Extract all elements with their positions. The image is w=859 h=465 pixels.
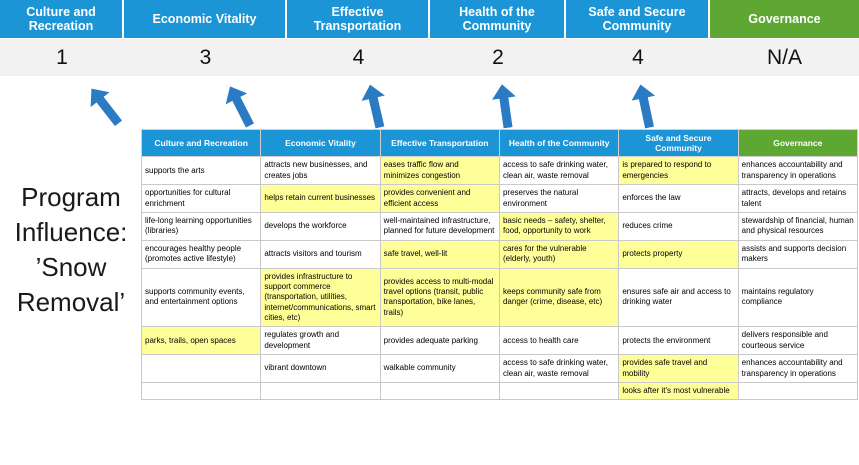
- matrix-cell-1-5: attracts, develops and retains talent: [737, 184, 859, 213]
- matrix-cell-4-0: supports community events, and entertain…: [140, 267, 262, 328]
- matrix-cell-5-1: regulates growth and development: [260, 326, 381, 356]
- matrix-row-7: looks after it's most vulnerable: [140, 382, 859, 401]
- matrix-cell-3-3: cares for the vulnerable (elderly, youth…: [498, 239, 620, 269]
- matrix-header-4: Safe and Secure Community: [618, 128, 739, 158]
- matrix-cell-2-4: reduces crime: [618, 211, 739, 241]
- matrix-cell-2-1: develops the workforce: [260, 211, 381, 241]
- matrix-body: supports the arts attracts new businesses…: [140, 156, 859, 401]
- pillar-header-0: Culture and Recreation: [0, 0, 124, 38]
- matrix-cell-6-2: walkable community: [379, 354, 500, 384]
- pillar-score-2: 4: [352, 45, 365, 69]
- influence-arrow-4: [490, 83, 520, 130]
- matrix-cell-7-5: [737, 382, 859, 401]
- matrix-head: Culture and Recreation Economic Vitality E…: [140, 128, 859, 158]
- matrix-cell-3-1: attracts visitors and tourism: [260, 239, 381, 269]
- matrix-row-0: supports the arts attracts new businesses…: [140, 156, 859, 186]
- pillar-header-3: Health of the Community: [430, 0, 566, 38]
- matrix-cell-2-3: basic needs – safety, shelter, food, opp…: [498, 211, 620, 241]
- matrix-cell-0-0: supports the arts: [140, 156, 262, 186]
- arrows-layer: [0, 84, 859, 130]
- matrix-cell-4-5: maintains regulatory compliance: [737, 267, 859, 328]
- matrix-cell-4-4: ensures safe air and access to drinking …: [618, 267, 739, 328]
- influence-arrow-1: [82, 81, 128, 130]
- up-arrow-icon: [631, 84, 656, 129]
- matrix-cell-7-1: [260, 382, 381, 401]
- pillar-header-1: Economic Vitality: [124, 0, 287, 38]
- matrix-cell-2-5: stewardship of financial, human and phys…: [737, 211, 859, 241]
- matrix-cell-4-2: provides access to multi-modal travel op…: [379, 267, 500, 328]
- matrix-header-0: Culture and Recreation: [140, 128, 262, 158]
- influence-arrow-2: [219, 81, 260, 131]
- matrix-cell-6-0: [140, 354, 262, 384]
- matrix-row-2: life-long learning opportunities (librar…: [140, 211, 859, 241]
- score-row: 1 3 4 2 4 N/A: [0, 39, 859, 76]
- pillar-score-1: 3: [199, 45, 212, 69]
- matrix-cell-1-0: opportunities for cultural enrichment: [140, 184, 262, 213]
- matrix-cell-5-0: parks, trails, open spaces: [140, 326, 262, 356]
- matrix-cell-7-3: [498, 382, 620, 401]
- matrix-cell-2-2: well-maintained infrastructure, planned …: [379, 211, 500, 241]
- matrix-row-3: encourages healthy people (promotes acti…: [140, 239, 859, 269]
- matrix-cell-6-3: access to safe drinking water, clean air…: [498, 354, 620, 384]
- matrix-cell-3-0: encourages healthy people (promotes acti…: [140, 239, 262, 269]
- matrix-cell-3-4: protects property: [618, 239, 739, 269]
- pillar-score-3: 2: [492, 45, 504, 69]
- matrix-cell-7-0: [140, 382, 262, 401]
- pillar-score-5: N/A: [766, 45, 802, 69]
- matrix-cell-6-1: vibrant downtown: [260, 354, 381, 384]
- matrix-header-5: Governance: [737, 128, 859, 158]
- matrix-cell-1-4: enforces the law: [618, 184, 739, 213]
- pillar-score-0: 1: [56, 45, 68, 69]
- matrix-header-1: Economic Vitality: [260, 128, 381, 158]
- pillar-score-4: 4: [632, 45, 644, 69]
- pillar-header-4: Safe and Secure Community: [566, 0, 710, 38]
- influence-arrow-5: [629, 82, 662, 130]
- matrix-header-2: Effective Transportation: [379, 128, 500, 158]
- matrix-cell-0-3: access to safe drinking water, clean air…: [498, 156, 620, 186]
- matrix-cell-4-1: provides infrastructure to support comme…: [260, 267, 381, 328]
- up-arrow-icon: [361, 84, 385, 129]
- matrix-cell-5-5: delivers responsible and courteous servi…: [737, 326, 859, 356]
- matrix-row-1: opportunities for cultural enrichment hel…: [140, 184, 859, 213]
- matrix-cell-4-3: keeps community safe from danger (crime,…: [498, 267, 620, 328]
- matrix-row-5: parks, trails, open spaces regulates grow…: [140, 326, 859, 356]
- matrix-cell-7-2: [379, 382, 500, 401]
- pillar-header-5: Governance: [710, 0, 859, 38]
- up-arrow-icon: [492, 84, 516, 129]
- matrix-header-row: Culture and Recreation Economic Vitality E…: [140, 128, 859, 158]
- matrix-cell-0-1: attracts new businesses, and creates job…: [260, 156, 381, 186]
- matrix-cell-6-4: provides safe travel and mobility: [618, 354, 739, 384]
- matrix-cell-1-2: provides convenient and efficient access: [379, 184, 500, 213]
- up-arrow-icon: [90, 88, 123, 127]
- influence-arrow-3: [358, 82, 391, 130]
- matrix-cell-1-1: helps retain current businesses: [260, 184, 381, 213]
- matrix-cell-0-5: enhances accountability and transparency…: [737, 156, 859, 186]
- matrix-row-4: supports community events, and entertain…: [140, 267, 859, 328]
- matrix-cell-7-4: looks after it's most vulnerable: [618, 382, 739, 401]
- matrix-cell-2-0: life-long learning opportunities (librar…: [140, 211, 262, 241]
- matrix-cell-5-4: protects the environment: [618, 326, 739, 356]
- page-title: Program Influence: ’Snow Removal’: [14, 182, 128, 318]
- matrix-cell-5-2: provides adequate parking: [379, 326, 500, 356]
- matrix-cell-0-2: eases traffic flow and minimizes congest…: [379, 156, 500, 186]
- matrix-cell-0-4: is prepared to respond to emergencies: [618, 156, 739, 186]
- matrix-row-6: vibrant downtown walkable community access…: [140, 354, 859, 384]
- pillar-header-row: Culture and Recreation Economic Vitality E…: [0, 0, 859, 38]
- up-arrow-icon: [225, 86, 254, 128]
- matrix-cell-5-3: access to health care: [498, 326, 620, 356]
- matrix-header-3: Health of the Community: [498, 128, 620, 158]
- pillar-header-2: Effective Transportation: [287, 0, 430, 38]
- influence-matrix: Culture and Recreation Economic Vitality E…: [140, 128, 859, 401]
- matrix-cell-3-5: assists and supports decision makers: [737, 239, 859, 269]
- matrix-cell-6-5: enhances accountability and transparency…: [737, 354, 859, 384]
- matrix-cell-1-3: preserves the natural environment: [498, 184, 620, 213]
- matrix-cell-3-2: safe travel, well-lit: [379, 239, 500, 269]
